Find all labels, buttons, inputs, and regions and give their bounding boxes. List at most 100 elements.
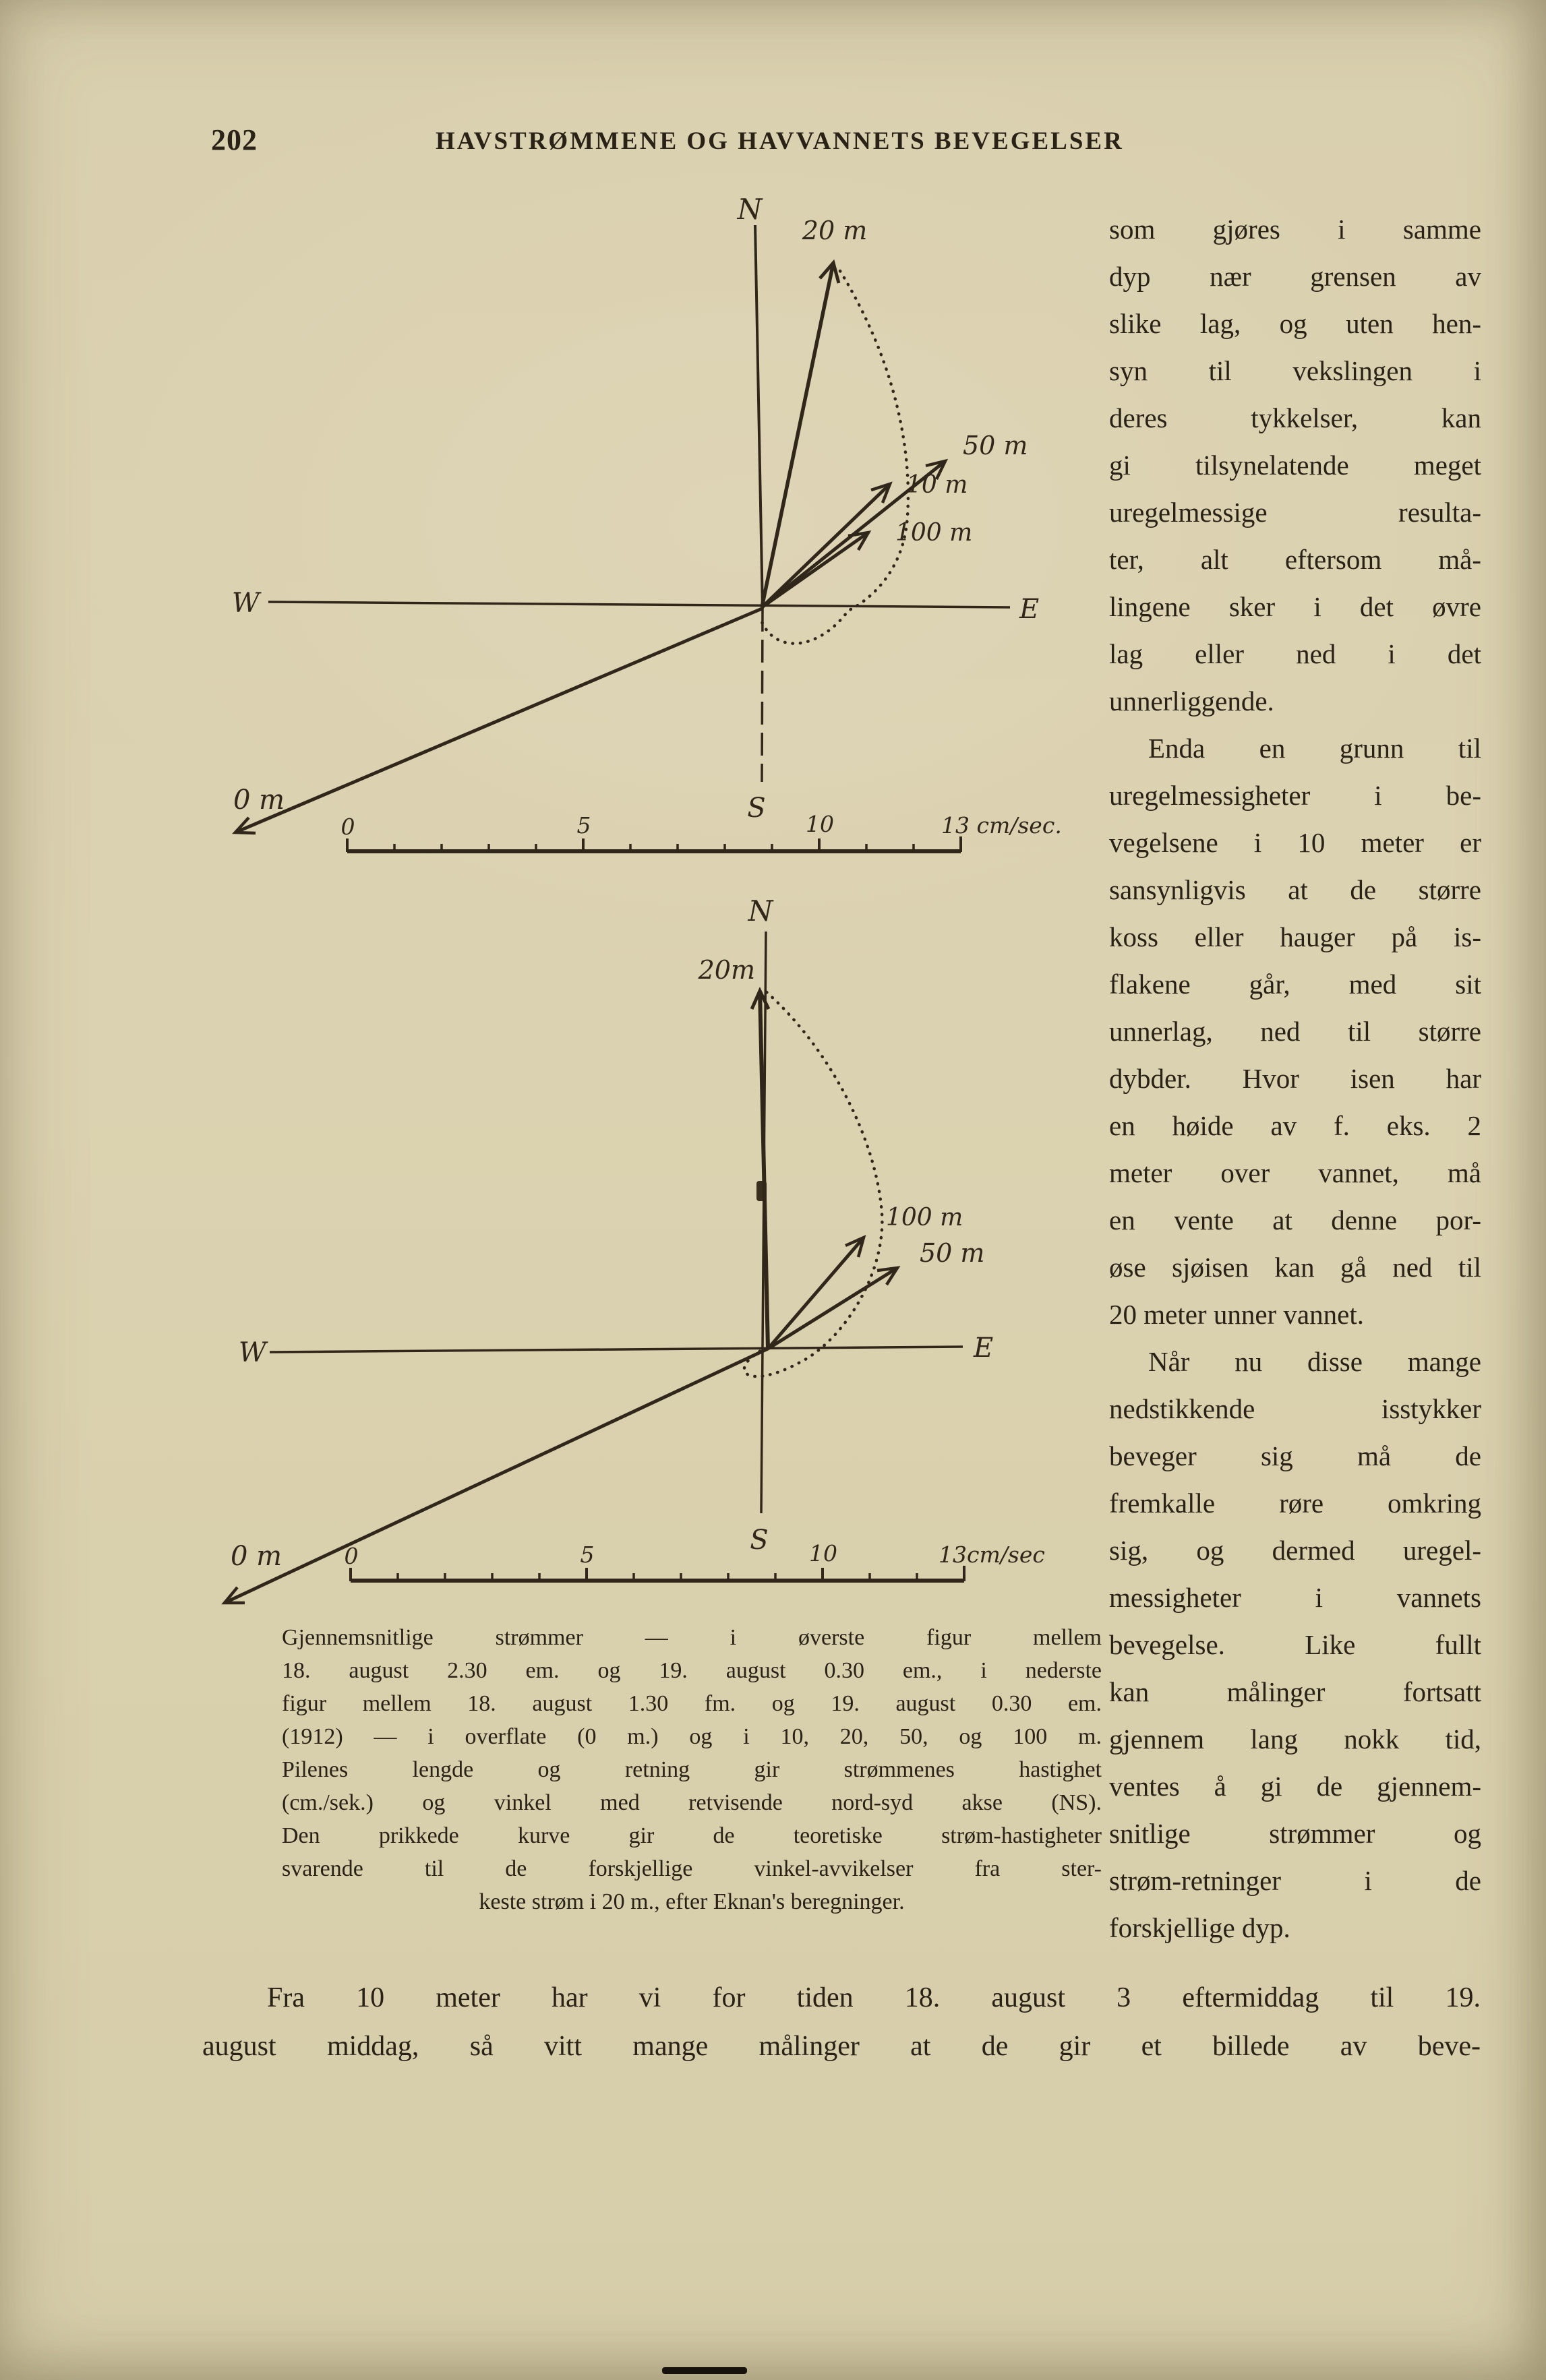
text-line: nedstikkende isstykker <box>1109 1393 1481 1424</box>
vector-100m-head <box>848 530 872 551</box>
vector-20m-head <box>750 987 771 1010</box>
scan-artifact-mark <box>662 2367 747 2374</box>
text-line: snitlige strømmer og <box>1109 1818 1481 1849</box>
west-label: W <box>239 1337 268 1368</box>
label-20m: 20m <box>698 955 755 985</box>
vector-0m-head <box>221 1586 245 1605</box>
text-line: lag eller ned i det <box>1109 638 1481 669</box>
text-line: forskjellige dyp. <box>1109 1912 1290 1943</box>
text-line: fremkalle røre omkring <box>1109 1488 1481 1519</box>
vector-0m <box>223 1347 769 1605</box>
text-line: vegelsene i 10 meter er <box>1109 827 1481 858</box>
label-50m: 50 m <box>963 431 1028 460</box>
text-line: unnerlag, ned til større <box>1109 1016 1481 1047</box>
text-line: dybder. Hvor isen har <box>1109 1063 1481 1094</box>
text-line: strøm-retninger i de <box>1109 1865 1481 1896</box>
scale-0: 0 <box>345 1543 359 1569</box>
text-line: bevegelse. Like fullt <box>1109 1629 1481 1660</box>
text-line: ter, alt eftersom må- <box>1109 544 1481 575</box>
vector-20m <box>760 262 835 608</box>
ns-axis-lower <box>761 608 764 783</box>
vector-100m <box>761 530 870 609</box>
text-line: ventes å gi de gjennem- <box>1109 1771 1481 1802</box>
scale-13-unit: 13cm/sec <box>939 1542 1045 1568</box>
bottom-paragraph: Fra 10 meter har vi for tiden 18. august… <box>202 1974 1481 2071</box>
scale-ticks-major <box>346 836 962 852</box>
scale-ticks-minor <box>396 1573 918 1581</box>
text-line: en vente at denne por- <box>1109 1204 1481 1235</box>
west-label: W <box>232 588 262 619</box>
vector-100m <box>767 1236 865 1350</box>
label-0m: 0 m <box>233 785 285 816</box>
text-line: sansynligvis at de større <box>1109 874 1481 905</box>
text-line: kan målinger fortsatt <box>1109 1676 1481 1707</box>
caption-line: (cm./sek.) og vinkel med retvisende nord… <box>282 1790 1102 1815</box>
text-line: sig, og dermed uregel- <box>1109 1535 1481 1566</box>
text-line: messigheter i vannets <box>1109 1582 1481 1613</box>
figure-current-diagram-bottom: N S W E 20m 100 m 50 m 0 m 0 5 10 13cm/s… <box>221 900 1045 1605</box>
south-label: S <box>747 793 765 824</box>
text-line: lingene sker i det øvre <box>1109 591 1481 622</box>
right-text-column: som gjøres i samme dyp nær grensen av sl… <box>1109 206 1481 1951</box>
vector-0m <box>235 607 763 834</box>
text-line: uregelmessigheter i be- <box>1109 780 1481 811</box>
figure-caption: Gjennemsnitlige strømmer — i øverste fig… <box>282 1621 1102 1918</box>
text-line: koss eller hauger på is- <box>1109 921 1481 952</box>
vector-50m-head <box>925 458 949 480</box>
vector-20m-head <box>819 259 841 284</box>
east-label: E <box>973 1333 993 1364</box>
text-line: beveger sig må de <box>1109 1440 1481 1471</box>
scale-5: 5 <box>581 1542 595 1568</box>
text-line: 20 meter unner vannet. <box>1109 1299 1364 1330</box>
scale-ticks-minor <box>393 844 915 852</box>
north-label: N <box>737 195 763 226</box>
text-line: som gjøres i samme <box>1109 214 1481 245</box>
text-line: uregelmessige resulta- <box>1109 497 1481 528</box>
page-number: 202 <box>211 123 258 156</box>
text-line: august middag, så vitt mange målinger at… <box>202 2031 1481 2062</box>
text-line: deres tykkelser, kan <box>1109 402 1481 433</box>
text-line: Når nu disse mange <box>1148 1346 1481 1377</box>
label-100m: 100 m <box>895 519 972 547</box>
label-0m: 0 m <box>231 1541 282 1572</box>
caption-line: keste strøm i 20 m., efter Eknan's bereg… <box>479 1889 905 1914</box>
text-line: en høide av f. eks. 2 <box>1109 1110 1481 1141</box>
theoretical-curve <box>742 990 884 1378</box>
east-label: E <box>1019 594 1039 625</box>
vector-10m <box>761 483 891 609</box>
running-header: HAVSTRØMMENE OG HAVVANNETS BEVEGELSER <box>436 127 1124 155</box>
caption-line: Pilenes lengde og retning gir strømmenes… <box>282 1757 1102 1782</box>
figure-current-diagram-top: N S W E 20 m 50 m 10 m 100 m 0 m 0 5 10 … <box>232 195 1062 853</box>
vector-50m-head <box>876 1266 901 1286</box>
vector-10m-head <box>870 481 893 504</box>
north-label: N <box>748 900 774 927</box>
scale-0: 0 <box>341 814 355 840</box>
caption-line: svarende til de forskjellige vinkel-avvi… <box>282 1856 1102 1881</box>
label-100m: 100 m <box>886 1204 963 1231</box>
scale-10: 10 <box>806 811 834 837</box>
text-line: gi tilsynelatende meget <box>1109 450 1481 481</box>
text-line: syn til vekslingen i <box>1109 355 1481 386</box>
vector-50m <box>767 1266 899 1351</box>
south-label: S <box>750 1525 768 1556</box>
caption-line: Gjennemsnitlige strømmer — i øverste fig… <box>282 1625 1102 1650</box>
theoretical-curve <box>759 269 910 645</box>
caption-line: (1912) — i overflate (0 m.) og i 10, 20,… <box>282 1724 1102 1749</box>
text-line: dyp nær grensen av <box>1109 261 1481 292</box>
caption-line: Den prikkede kurve gir de teoretiske str… <box>282 1823 1102 1848</box>
ns-axis <box>754 224 764 609</box>
scale-5: 5 <box>577 812 591 838</box>
label-50m: 50 m <box>920 1238 984 1268</box>
text-line: Enda en grunn til <box>1148 733 1481 764</box>
caption-line: figur mellem 18. august 1.30 fm. og 19. … <box>282 1691 1102 1716</box>
vector-20m <box>758 990 770 1349</box>
label-20m: 20 m <box>802 216 867 245</box>
caption-line: 18. august 2.30 em. og 19. august 0.30 e… <box>282 1658 1102 1683</box>
we-axis <box>269 1345 963 1353</box>
label-10m: 10 m <box>906 471 968 499</box>
vector-100m-head <box>845 1235 866 1258</box>
text-line: slike lag, og uten hen- <box>1109 308 1481 339</box>
text-line: meter over vannet, må <box>1109 1157 1481 1188</box>
vector-0m-head <box>232 816 256 835</box>
